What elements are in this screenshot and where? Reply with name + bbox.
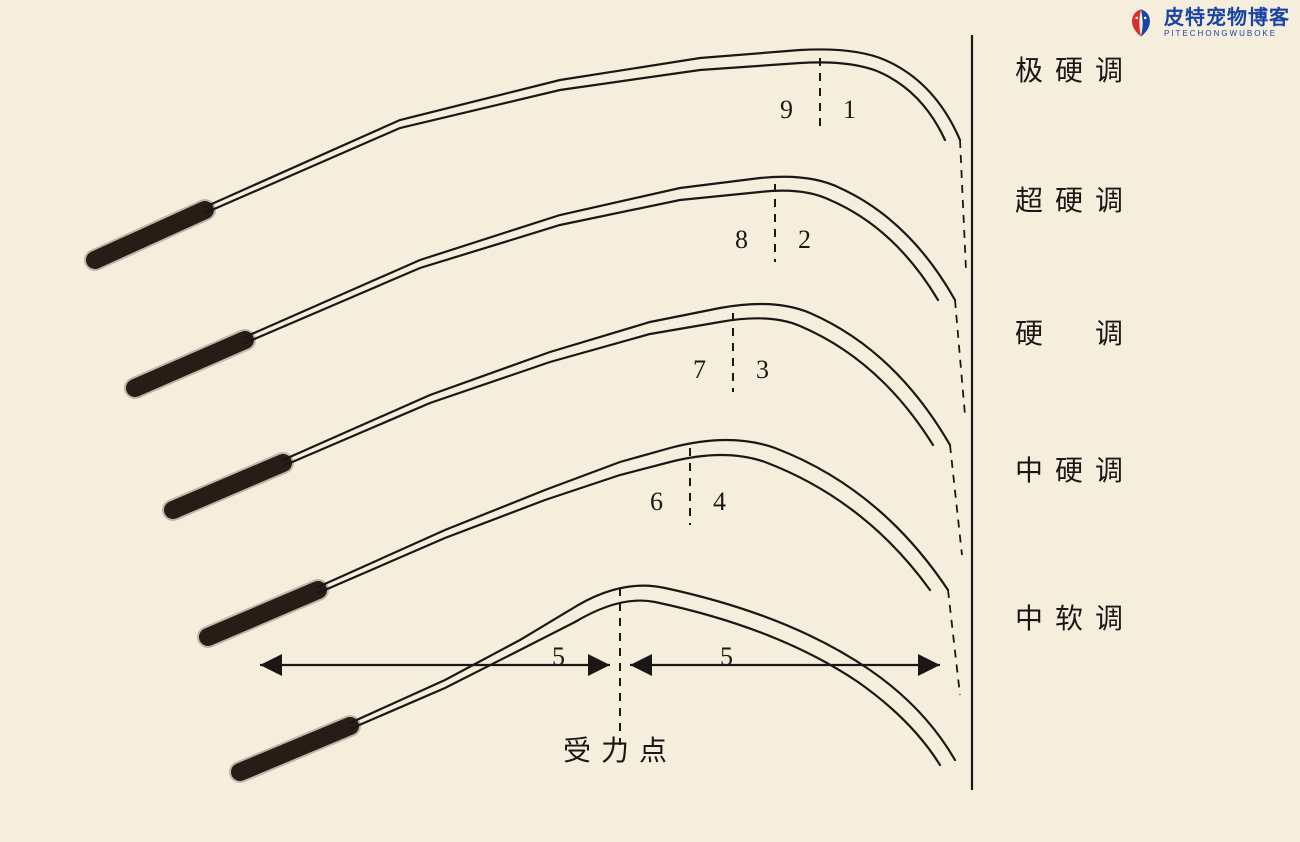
rod-shaft-top	[205, 49, 960, 207]
rod-shaft-bottom	[283, 318, 933, 466]
rod-2: 73	[173, 304, 962, 555]
rod-0: 91	[95, 49, 966, 270]
ratio-left: 9	[780, 95, 793, 124]
tip-dash	[960, 140, 966, 270]
rod-shaft-top	[283, 304, 950, 460]
ratio-left: 7	[693, 355, 706, 384]
site-logo: 皮特宠物博客 PITECHONGWUBOKE	[1124, 6, 1290, 40]
tip-dash	[948, 590, 960, 695]
ratio-left: 8	[735, 225, 748, 254]
ratio-right: 2	[798, 225, 811, 254]
diagram-canvas: 91极硬调82超硬调73硬 调64中硬调55中软调受力点	[0, 0, 1300, 842]
tip-dash	[955, 300, 965, 415]
logo-fish-icon	[1124, 6, 1158, 40]
rod-1: 82	[135, 177, 965, 415]
ratio-right: 5	[720, 642, 733, 671]
rod-shaft-top	[245, 177, 955, 337]
ratio-left: 6	[650, 487, 663, 516]
ratio-right: 4	[713, 487, 726, 516]
rod-label: 极硬调	[1015, 55, 1135, 87]
rod-label: 硬 调	[1015, 319, 1135, 350]
rod-shaft-bottom	[245, 191, 938, 343]
logo-text-cn: 皮特宠物博客	[1164, 8, 1290, 28]
ratio-right: 1	[843, 95, 856, 124]
force-point-label: 受力点	[563, 735, 677, 767]
ratio-left: 5	[552, 642, 565, 671]
rod-shaft-top	[350, 586, 955, 760]
rod-shaft-bottom	[318, 455, 930, 593]
logo-text-en: PITECHONGWUBOKE	[1164, 30, 1290, 38]
ratio-right: 3	[756, 355, 769, 384]
rod-shaft-bottom	[205, 62, 945, 213]
rod-label: 中软调	[1015, 603, 1135, 635]
rod-3: 64	[208, 440, 960, 695]
tip-dash	[950, 445, 962, 555]
rod-shaft-top	[318, 440, 948, 590]
rod-label: 超硬调	[1015, 185, 1135, 217]
rod-label: 中硬调	[1015, 455, 1135, 487]
